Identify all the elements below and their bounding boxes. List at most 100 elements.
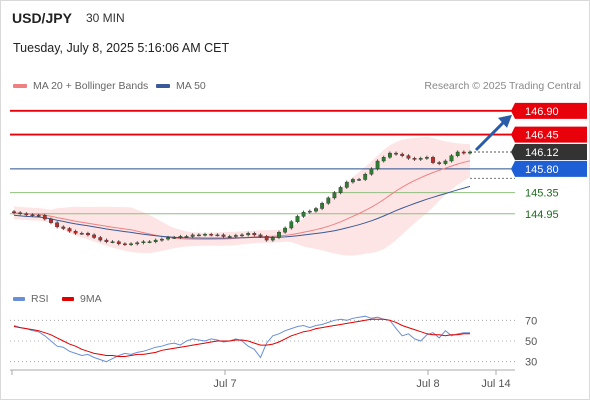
- candle-up: [468, 151, 472, 154]
- candle-up: [277, 231, 281, 238]
- candle-up: [338, 187, 343, 193]
- candle-up: [79, 233, 84, 235]
- ma20-swatch: [13, 84, 27, 88]
- ma20-legend-label: MA 20 + Bollinger Bands: [33, 80, 149, 92]
- forecast-arrow-head: [498, 114, 512, 128]
- candle-down: [400, 153, 405, 156]
- candle-up: [301, 211, 306, 217]
- candle-down: [264, 236, 269, 241]
- forecast-arrow-shaft: [474, 118, 508, 152]
- candle-up: [135, 242, 140, 245]
- candle-up: [344, 181, 349, 188]
- level-tag-resistance: [511, 102, 587, 119]
- legend-ma20: MA 20 + Bollinger Bands: [13, 80, 148, 92]
- legend-rsi: RSI: [13, 293, 49, 305]
- candle-down: [98, 237, 103, 241]
- datetime-label: Tuesday, July 8, 2025 5:16:06 AM CET: [13, 41, 230, 55]
- candle-up: [240, 234, 244, 237]
- candle-down: [406, 155, 411, 159]
- level-label: 146.12: [525, 147, 559, 159]
- candle-up: [388, 152, 392, 158]
- rsi-line: [13, 315, 470, 363]
- candle-up: [196, 234, 201, 237]
- level-tag-resistance: [511, 126, 587, 143]
- candle-up: [141, 241, 146, 243]
- candle-up: [246, 233, 251, 236]
- candle-up: [215, 234, 220, 237]
- rsi-ma-line: [13, 318, 470, 357]
- candle-up: [270, 237, 275, 241]
- candle-down: [92, 234, 97, 238]
- candle-up: [363, 173, 368, 180]
- candle-down: [122, 243, 127, 246]
- candle-down: [437, 162, 442, 164]
- candle-down: [49, 218, 53, 223]
- level-label: 146.45: [525, 130, 559, 142]
- level-label: 146.90: [525, 106, 559, 118]
- candle-up: [283, 227, 287, 233]
- candle-up: [166, 237, 170, 240]
- candle-up: [425, 157, 429, 159]
- rsi-ma-legend-label: 9MA: [80, 293, 102, 305]
- legend-rsi-ma: 9MA: [62, 293, 102, 305]
- candle-down: [30, 214, 35, 217]
- ma50-swatch: [156, 84, 170, 88]
- candle-down: [42, 215, 47, 220]
- candle-up: [36, 215, 41, 217]
- candle-down: [221, 234, 226, 237]
- candle-up: [351, 179, 355, 183]
- x-tick-label: Jul 14: [481, 378, 510, 390]
- rsi-tick-label: 30: [525, 357, 537, 369]
- candle-down: [67, 228, 72, 232]
- level-tag-pivot: [511, 160, 587, 177]
- candle-down: [12, 211, 16, 213]
- candle-down: [431, 157, 435, 163]
- research-credit: Research © 2025 Trading Central: [424, 80, 581, 92]
- candle-up: [295, 216, 300, 222]
- candle-up: [455, 151, 460, 156]
- candle-down: [55, 222, 60, 228]
- legend-ma50: MA 50: [156, 80, 206, 92]
- candle-down: [412, 158, 417, 160]
- candle-up: [289, 221, 294, 229]
- ma50-legend-label: MA 50: [176, 80, 206, 92]
- timeframe-label[interactable]: 30 MIN: [86, 11, 125, 25]
- candle-up: [129, 243, 133, 246]
- level-label: 145.35: [525, 188, 559, 200]
- candle-down: [18, 212, 23, 214]
- symbol-title: USD/JPY: [12, 10, 72, 26]
- candle-down: [209, 234, 214, 236]
- rsi-tick-label: 70: [525, 315, 537, 327]
- x-tick-label: Jul 7: [213, 378, 236, 390]
- candle-up: [449, 155, 454, 162]
- rsi-tick-label: 50: [525, 336, 537, 348]
- candle-up: [184, 236, 189, 238]
- candle-up: [443, 160, 448, 164]
- candle-up: [147, 241, 152, 243]
- candle-up: [357, 179, 361, 181]
- candle-up: [381, 157, 386, 162]
- candle-up: [369, 168, 374, 175]
- candle-up: [178, 236, 183, 238]
- candle-down: [116, 241, 121, 244]
- candle-up: [314, 208, 318, 212]
- level-label: 145.80: [525, 164, 559, 176]
- candle-up: [227, 236, 232, 238]
- candle-down: [461, 151, 466, 154]
- candle-down: [24, 213, 29, 216]
- candle-up: [153, 239, 158, 242]
- candle-up: [190, 234, 195, 237]
- ma50-line: [13, 185, 471, 239]
- candle-up: [418, 158, 423, 160]
- candle-up: [375, 160, 380, 170]
- candle-up: [332, 192, 337, 199]
- level-tag-current: [511, 144, 587, 160]
- candle-up: [307, 210, 312, 213]
- candle-down: [394, 152, 398, 155]
- x-tick-label: Jul 8: [416, 378, 439, 390]
- candle-up: [110, 241, 115, 243]
- candle-down: [252, 233, 257, 236]
- candle-up: [326, 197, 331, 204]
- candle-up: [159, 238, 164, 241]
